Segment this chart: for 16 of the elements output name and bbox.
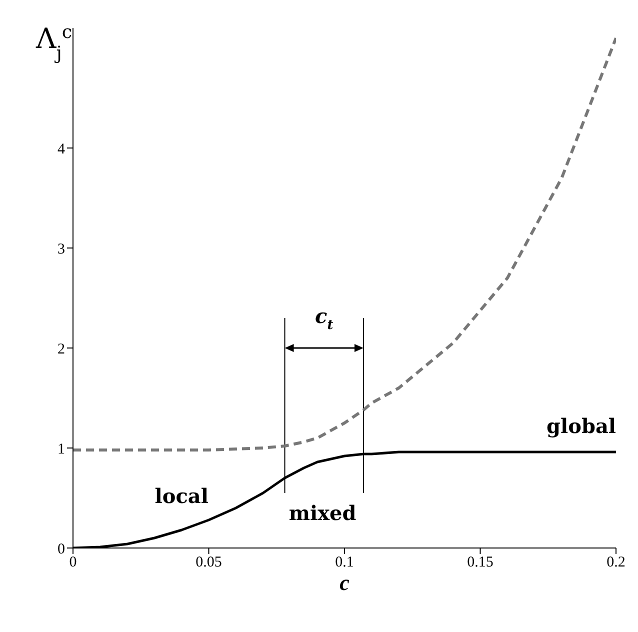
- x-tick-label: 0.15: [467, 554, 494, 571]
- annotation: mixed: [288, 501, 356, 526]
- y-tick-label: 2: [58, 341, 65, 358]
- annotation: local: [154, 484, 209, 508]
- y-tick-label: 4: [58, 141, 66, 158]
- y-tick-label: 1: [58, 441, 65, 458]
- x-tick-label: 0: [69, 554, 77, 571]
- annotation: global: [546, 414, 616, 438]
- x-tick-label: 0.1: [335, 554, 354, 571]
- annotation: c$_{t}$: [315, 304, 334, 333]
- x-tick-label: 0.2: [606, 554, 626, 571]
- y-tick-label: 3: [58, 241, 65, 258]
- y-tick-label: 0: [58, 541, 65, 558]
- line-series: [73, 36, 616, 452]
- x-axis-title: c: [340, 570, 350, 595]
- x-tick-label: 0.05: [196, 554, 222, 571]
